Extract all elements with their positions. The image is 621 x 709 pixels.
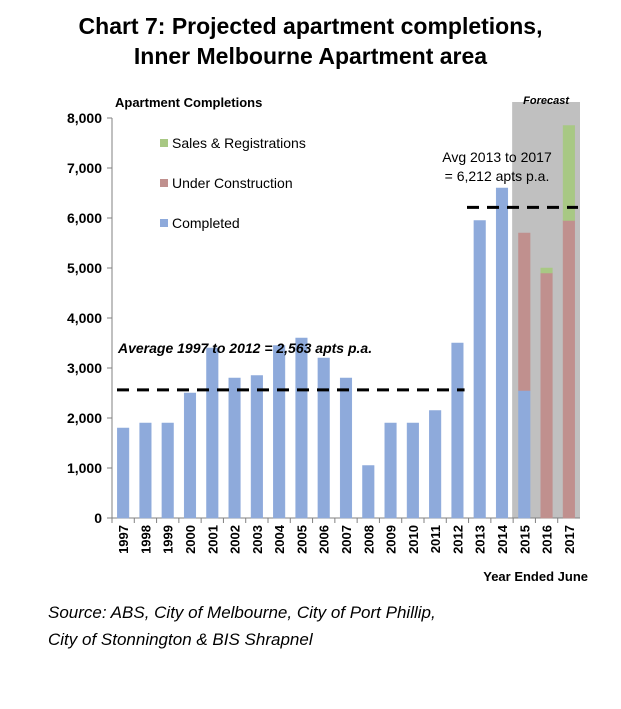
bar-completed-2014	[495, 187, 509, 519]
x-tick-label: 2003	[250, 525, 265, 554]
legend-swatch-under-construction	[160, 179, 168, 187]
bar-completed-2004	[273, 345, 286, 519]
bar-completed-2010	[406, 422, 419, 519]
chart-title-line-1: Chart 7: Projected apartment completions…	[78, 13, 543, 39]
x-tick-label: 2012	[450, 525, 465, 554]
legend-label-under-construction: Under Construction	[172, 175, 293, 191]
bar-completed-2000	[183, 392, 197, 519]
y-tick-label: 8,000	[67, 110, 102, 126]
x-tick-label: 2006	[317, 525, 332, 554]
x-tick-label: 2000	[183, 525, 198, 554]
x-tick-label: 2017	[562, 525, 577, 554]
x-tick-label: 2011	[428, 525, 443, 553]
bar-completed-2013	[473, 220, 486, 519]
bar-under-construction-2017	[562, 220, 575, 519]
x-tick-label: 2015	[517, 525, 532, 554]
legend-swatch-completed	[160, 219, 168, 227]
bar-completed-2008	[362, 465, 375, 519]
source-note-line-1: Source: ABS, City of Melbourne, City of …	[48, 603, 436, 622]
bar-completed-2006	[317, 357, 330, 519]
bar-completed-2007	[339, 377, 353, 519]
bar-completed-1997	[117, 427, 130, 519]
bar-completed-2001	[206, 347, 219, 519]
x-tick-label: 2008	[361, 525, 376, 554]
x-tick-label: 2007	[339, 525, 354, 554]
y-tick-label: 1,000	[67, 460, 102, 476]
legend-swatch-sales-registrations	[160, 139, 168, 147]
y-tick-label: 7,000	[67, 160, 102, 176]
y-tick-label: 5,000	[67, 260, 102, 276]
bar-completed-2009	[384, 422, 397, 519]
x-tick-label: 2014	[495, 524, 510, 554]
x-tick-label: 1997	[116, 525, 131, 554]
y-tick-label: 2,000	[67, 410, 102, 426]
x-tick-label: 2002	[228, 525, 243, 554]
bar-completed-2011	[429, 410, 442, 519]
bar-chart: Forecast Apartment Completions 0 1,000 2,000…	[67, 95, 588, 584]
bar-completed-2012	[451, 342, 464, 519]
chart-title-line-2: Inner Melbourne Apartment area	[133, 43, 488, 69]
y-tick-label: 6,000	[67, 210, 102, 226]
y-tick-label: 3,000	[67, 360, 102, 376]
legend-label-completed: Completed	[172, 215, 240, 231]
bar-under-construction-2015	[518, 232, 531, 391]
y-tick-label: 0	[94, 510, 102, 526]
x-axis-label: Year Ended June	[483, 569, 588, 584]
x-tick-label: 2004	[272, 524, 287, 554]
bar-completed-1999	[161, 422, 174, 519]
x-tick-label: 2009	[384, 525, 399, 554]
x-tick-label: 2016	[540, 525, 555, 554]
x-tick-label: 2013	[473, 525, 488, 554]
x-tick-label: 1998	[138, 525, 153, 554]
y-axis-label: Apartment Completions	[115, 95, 262, 110]
forecast-label: Forecast	[523, 95, 570, 107]
bar-sales-registrations-2017	[562, 125, 575, 221]
average-label-1997-2012: Average 1997 to 2012 = 2,563 apts p.a.	[117, 340, 372, 356]
bar-completed-2002	[228, 377, 241, 519]
y-tick-label: 4,000	[67, 310, 102, 326]
x-tick-label: 2010	[406, 525, 421, 554]
x-tick-label: 2005	[294, 525, 309, 554]
x-tick-label: 1999	[161, 525, 176, 554]
legend-label-sales-registrations: Sales & Registrations	[172, 135, 306, 151]
bar-sales-registrations-2016	[540, 267, 553, 274]
bar-completed-2003	[250, 375, 263, 519]
average-label-2013-2017-line-2: = 6,212 apts p.a.	[445, 168, 550, 184]
x-tick-label: 2001	[205, 525, 220, 554]
source-note-line-2: City of Stonnington & BIS Shrapnel	[48, 630, 313, 649]
average-label-2013-2017-line-1: Avg 2013 to 2017	[442, 149, 552, 165]
bar-completed-1998	[139, 422, 152, 519]
bar-under-construction-2016	[540, 272, 553, 519]
bar-completed-2015	[518, 390, 531, 519]
bar-completed-2005	[295, 337, 308, 519]
